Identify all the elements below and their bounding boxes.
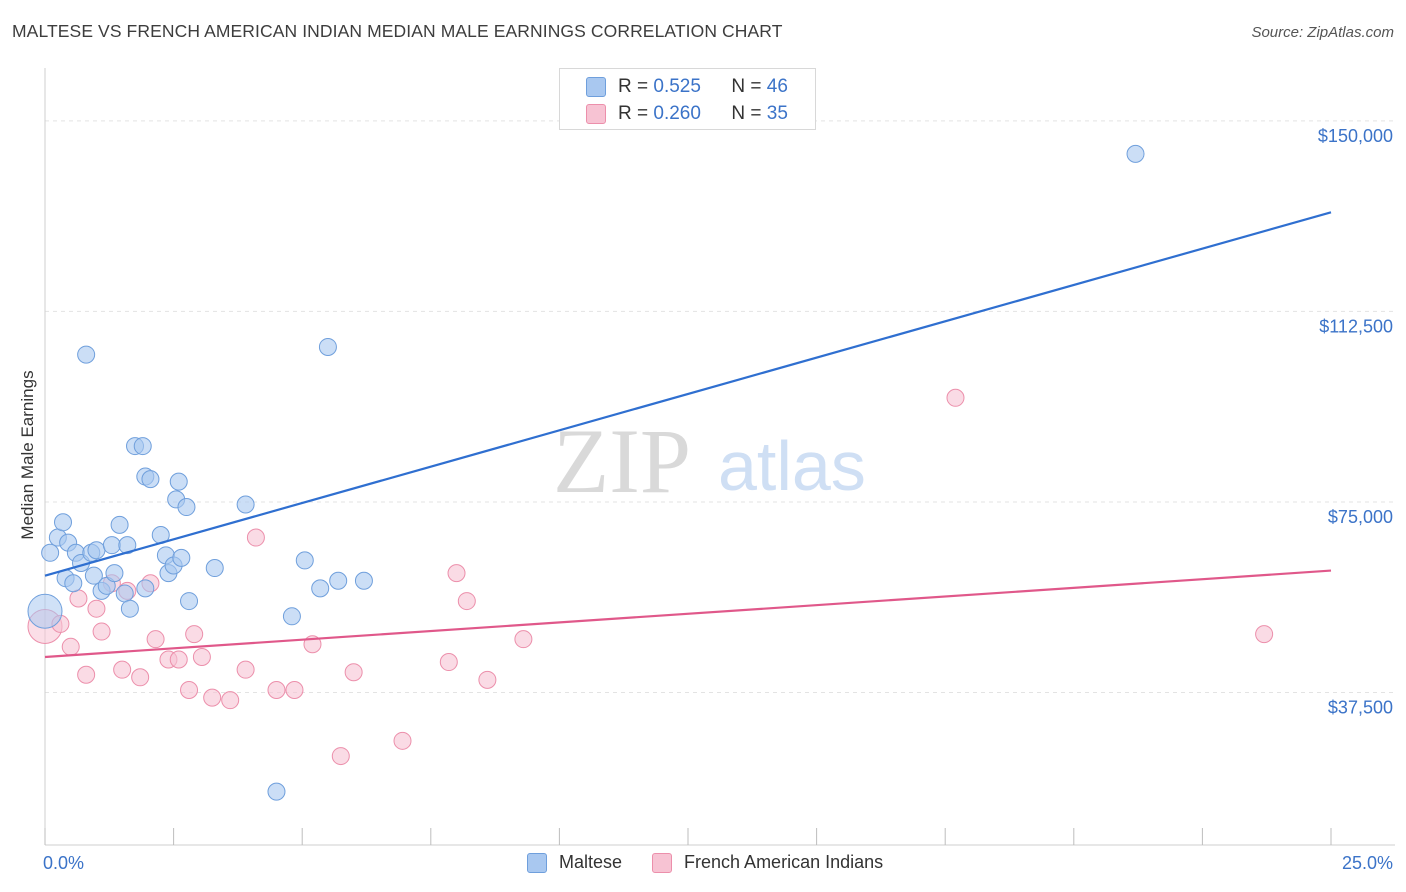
legend-swatch-maltese — [586, 77, 606, 97]
maltese-point — [41, 543, 60, 562]
french-american-indian-point — [61, 637, 80, 656]
maltese-trend-line — [44, 211, 1332, 577]
french-american-indian-point — [246, 528, 265, 547]
legend-n-value: 46 — [766, 76, 788, 97]
source-label: Source: ZipAtlas.com — [1251, 24, 1394, 41]
french-american-indian-point — [192, 647, 211, 666]
maltese-point — [329, 571, 348, 590]
maltese-point — [133, 437, 152, 456]
french-american-indian-point — [344, 663, 363, 682]
french-american-indian-point — [203, 688, 222, 707]
french-american-indian-point — [131, 668, 150, 687]
trend-lines — [44, 211, 1332, 659]
gridlines — [45, 120, 1395, 694]
french-swatch — [652, 852, 673, 873]
maltese-point — [295, 551, 314, 570]
french-american-indian-point — [221, 691, 240, 710]
maltese-point — [27, 593, 63, 629]
maltese-point — [118, 536, 137, 555]
french-trend-line — [44, 569, 1332, 659]
series-legend-label: Maltese — [559, 852, 623, 872]
y-tick-label: $150,000 — [1318, 126, 1393, 146]
legend-row-maltese: R = 0.525 N = 46 — [586, 75, 788, 99]
y-tick-label: $112,500 — [1319, 316, 1393, 336]
legend-row-french-american-indians: R = 0.260 N = 35 — [586, 102, 788, 126]
french-american-indian-point — [393, 731, 412, 750]
french-american-indian-point — [478, 670, 497, 689]
maltese-point — [282, 607, 301, 626]
maltese-point — [87, 541, 106, 560]
french-american-indian-point — [180, 681, 199, 699]
maltese-swatch — [527, 852, 547, 873]
legend-n-label: N = — [731, 76, 762, 97]
series-legend-french[interactable]: French American Indians — [652, 852, 883, 873]
legend-r-label: R = — [618, 103, 649, 124]
maltese-point — [205, 559, 224, 578]
maltese-point — [115, 584, 134, 603]
x-tick-label: 25.0% — [1342, 853, 1393, 873]
y-axis-label: Median Male Earnings — [18, 370, 37, 539]
french-american-indian-point — [92, 622, 111, 641]
series-legend: Maltese French American Indians — [527, 852, 913, 873]
tick-labels: $37,500 $75,000 $112,500 $150,000 0.0% 25.0% — [43, 126, 1393, 873]
maltese-point — [169, 472, 188, 491]
maltese-point — [141, 470, 160, 489]
maltese-point — [236, 495, 255, 514]
series-maltese — [27, 144, 1145, 801]
x-tick-label: 0.0% — [43, 853, 84, 873]
series-legend-maltese[interactable]: Maltese — [527, 852, 622, 873]
maltese-point — [64, 574, 83, 593]
maltese-point — [318, 337, 337, 356]
legend-r-value: 0.525 — [653, 76, 701, 97]
french-american-indian-point — [185, 625, 204, 644]
watermark-zip: ZIP — [553, 410, 691, 512]
french-american-indian-point — [87, 599, 106, 618]
french-american-indian-point — [285, 681, 304, 699]
watermark: ZIP atlas — [553, 410, 866, 512]
french-american-indian-point — [77, 665, 96, 684]
chart-title: MALTESE VS FRENCH AMERICAN INDIAN MEDIAN… — [12, 21, 783, 41]
french-american-indian-point — [113, 660, 132, 679]
legend: R = 0.525 N = 46 R = 0.260 N = 35 — [559, 68, 816, 130]
legend-n-value: 35 — [766, 103, 788, 124]
legend-n-label: N = — [731, 103, 762, 124]
french-american-indian-point — [69, 589, 88, 608]
french-american-indian-point — [267, 681, 286, 699]
maltese-point — [136, 579, 155, 598]
y-tick-label: $75,000 — [1328, 507, 1393, 527]
y-tick-label: $37,500 — [1328, 698, 1393, 718]
french-american-indian-point — [169, 650, 188, 669]
maltese-point — [311, 579, 330, 598]
maltese-point — [84, 566, 103, 585]
maltese-point — [180, 592, 199, 611]
maltese-point — [354, 571, 373, 590]
french-american-indian-point — [1255, 625, 1274, 644]
maltese-point — [120, 599, 139, 618]
watermark-atlas: atlas — [718, 427, 866, 505]
maltese-point — [110, 515, 129, 534]
french-american-indian-point — [447, 564, 466, 583]
maltese-point — [1126, 144, 1145, 163]
maltese-point — [77, 345, 96, 364]
french-american-indian-point — [946, 388, 965, 407]
maltese-point — [177, 498, 196, 517]
maltese-point — [54, 513, 73, 532]
maltese-point — [105, 564, 124, 583]
legend-swatch-french — [586, 104, 606, 124]
french-american-indian-point — [146, 630, 165, 649]
legend-r-label: R = — [618, 76, 649, 97]
french-american-indian-point — [236, 660, 255, 679]
series-legend-label: French American Indians — [684, 852, 884, 872]
french-american-indian-point — [457, 592, 476, 611]
legend-r-value: 0.260 — [653, 103, 701, 124]
maltese-point — [102, 536, 121, 555]
french-american-indian-point — [331, 747, 350, 766]
french-american-indian-point — [439, 653, 458, 672]
maltese-point — [267, 782, 286, 801]
axes — [44, 68, 1395, 846]
maltese-point — [172, 548, 191, 567]
french-american-indian-point — [514, 630, 533, 649]
